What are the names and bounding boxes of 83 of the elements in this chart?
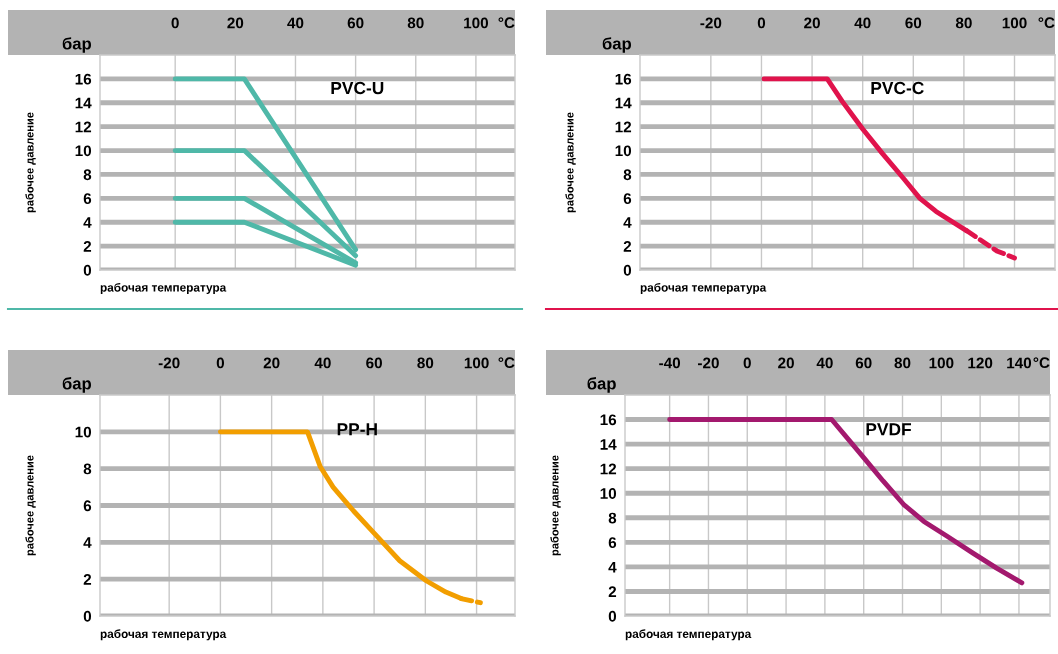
x-tick-label: 80 xyxy=(417,357,434,369)
x-tick-label: 80 xyxy=(894,357,911,369)
y-tick-label: 10 xyxy=(600,488,617,499)
y-tick-label: 6 xyxy=(83,500,92,512)
x-tick-label: 100 xyxy=(464,17,489,29)
y-tick-label: 10 xyxy=(75,145,92,157)
y-tick-label: 12 xyxy=(615,121,632,133)
x-tick-label: 20 xyxy=(778,357,794,369)
y-tick-label: 8 xyxy=(623,169,632,181)
text: °C xyxy=(498,357,515,369)
y-tick-label: 6 xyxy=(623,193,632,205)
x-tick-label: 100 xyxy=(929,357,954,369)
y-tick-label: 4 xyxy=(83,217,92,228)
text: бар xyxy=(602,37,632,53)
x-tick-label: 0 xyxy=(743,357,751,369)
x-tick-label: 20 xyxy=(804,17,820,29)
x-tick-label: 0 xyxy=(216,357,225,369)
y-tick-label: 6 xyxy=(608,537,617,549)
y-tick-label: 2 xyxy=(623,240,632,252)
x-tick-label: 60 xyxy=(347,17,364,29)
x-tick-label: -20 xyxy=(700,17,722,29)
x-tick-label: 60 xyxy=(366,357,382,369)
y-tick-label: 4 xyxy=(608,561,617,573)
y-axis-title: рабочее давление xyxy=(550,455,561,556)
x-tick-label: 120 xyxy=(968,357,993,369)
x-tick-label: -40 xyxy=(659,357,681,369)
x-axis-title: рабочая температура xyxy=(100,282,227,295)
x-tick-label: 80 xyxy=(955,17,972,29)
y-tick-label: 10 xyxy=(75,426,92,438)
x-axis-title: рабочая температура xyxy=(625,629,752,641)
x-tick-label: 40 xyxy=(314,357,331,369)
y-tick-label: 16 xyxy=(600,414,617,426)
x-axis-title: рабочая температура xyxy=(100,629,227,641)
x-tick-label: 80 xyxy=(407,17,424,29)
y-tick-label: 4 xyxy=(623,217,632,228)
text: PVDF xyxy=(866,423,912,436)
y-axis-title: рабочее давление xyxy=(565,112,576,213)
y-tick-label: 4 xyxy=(83,537,92,548)
y-tick-label: 2 xyxy=(83,240,92,252)
text: PVC-U xyxy=(331,81,384,95)
x-tick-label: 40 xyxy=(287,17,304,29)
y-tick-label: 16 xyxy=(75,73,92,85)
y-tick-label: 0 xyxy=(83,264,92,276)
text: °C xyxy=(1033,357,1050,369)
y-tick-label: 10 xyxy=(615,145,632,157)
y-tick-label: 2 xyxy=(608,586,617,597)
y-tick-label: 14 xyxy=(600,439,617,450)
text: PP-H xyxy=(337,423,377,436)
y-tick-label: 8 xyxy=(83,463,92,475)
text: бар xyxy=(62,37,92,53)
x-axis-title: рабочая температура xyxy=(640,282,767,295)
text: °C xyxy=(498,17,515,29)
y-tick-label: 0 xyxy=(623,264,632,276)
text: °C xyxy=(1038,17,1055,29)
x-tick-label: 60 xyxy=(855,357,872,369)
y-axis-title: рабочее давление xyxy=(25,455,36,556)
y-tick-label: 6 xyxy=(83,193,92,205)
x-tick-label: 100 xyxy=(464,357,489,369)
y-tick-label: 8 xyxy=(608,512,617,524)
x-tick-label: 0 xyxy=(757,17,766,29)
x-tick-label: 40 xyxy=(854,17,871,29)
text: PVC-C xyxy=(871,81,924,95)
text: бар xyxy=(587,377,616,393)
y-tick-label: 14 xyxy=(75,97,92,109)
y-tick-label: 12 xyxy=(600,463,617,475)
y-axis-title: рабочее давление xyxy=(25,112,36,213)
x-tick-label: -20 xyxy=(698,357,719,369)
x-tick-label: 40 xyxy=(816,357,833,369)
y-tick-label: 12 xyxy=(75,121,92,133)
y-tick-label: 2 xyxy=(83,574,92,585)
text: бар xyxy=(62,377,92,393)
x-tick-label: 20 xyxy=(227,17,244,29)
y-tick-label: 8 xyxy=(83,169,92,181)
y-tick-label: 14 xyxy=(615,97,632,109)
x-tick-label: 100 xyxy=(1002,17,1027,29)
y-tick-label: 16 xyxy=(615,73,632,85)
y-tick-label: 0 xyxy=(608,610,617,622)
x-tick-label: 0 xyxy=(171,17,179,29)
x-tick-label: -20 xyxy=(158,357,180,369)
y-tick-label: 0 xyxy=(83,610,92,622)
x-tick-label: 60 xyxy=(905,17,922,29)
x-tick-label: 20 xyxy=(263,357,280,369)
x-tick-label: 140 xyxy=(1007,357,1032,369)
